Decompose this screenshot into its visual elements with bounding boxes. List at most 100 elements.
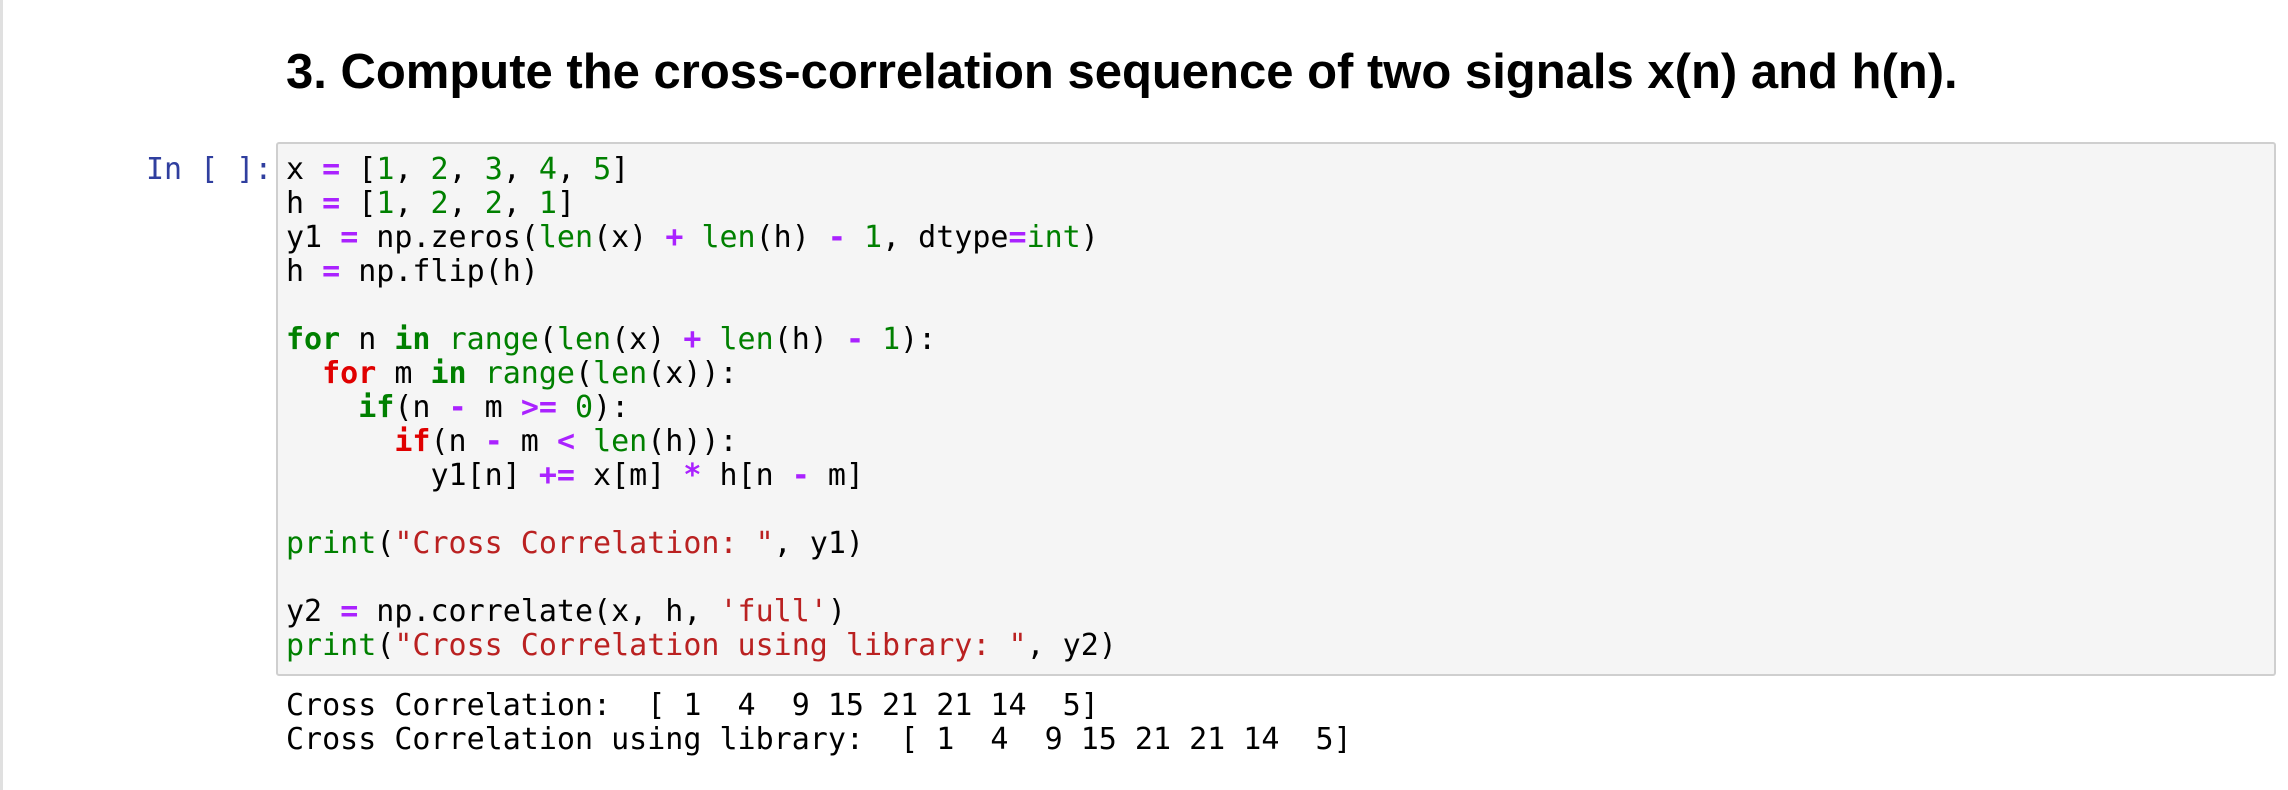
code-token: -: [448, 390, 467, 425]
code-token: =: [322, 186, 341, 221]
code-token: , y2): [1026, 628, 1117, 663]
code-token: , y1): [773, 526, 864, 561]
code-token: (h)):: [647, 424, 738, 459]
code-token: ): [827, 594, 846, 629]
code-line: for m in range(len(x)):: [286, 357, 1117, 391]
code-token: ):: [593, 390, 630, 425]
output-line: Cross Correlation using library: [ 1 4 9…: [286, 722, 1352, 757]
code-token: 3: [484, 152, 503, 187]
code-token: len: [556, 322, 612, 357]
code-token: (n: [394, 390, 449, 425]
code-token: =: [1008, 220, 1027, 255]
code-token: in: [430, 356, 467, 391]
code-token: np.correlate(x, h,: [358, 594, 720, 629]
code-token: 1: [376, 186, 395, 221]
code-line: [286, 493, 1117, 527]
code-token: (h): [755, 220, 828, 255]
code-token: ,: [502, 186, 539, 221]
code-token: (n: [430, 424, 485, 459]
code-token: (x): [611, 322, 684, 357]
code-token: [864, 322, 882, 357]
code-token: [557, 390, 575, 425]
code-token: if: [358, 390, 395, 425]
code-token: =: [340, 594, 359, 629]
code-token: len: [719, 322, 774, 357]
code-token: [467, 356, 485, 391]
code-token: x[m]: [575, 458, 684, 493]
code-token: len: [701, 220, 756, 255]
code-token: +: [683, 322, 702, 357]
code-line: [286, 289, 1117, 323]
code-token: ,: [448, 186, 485, 221]
code-token: >=: [520, 390, 557, 425]
code-token: =: [340, 220, 359, 255]
code-token: (x)):: [647, 356, 738, 391]
code-token: -: [791, 458, 810, 493]
code-token: np.zeros(: [358, 220, 539, 255]
code-token: <: [556, 424, 575, 459]
code-line: y2 = np.correlate(x, h, 'full'): [286, 595, 1117, 629]
code-token: -: [827, 220, 846, 255]
code-token: [701, 322, 719, 357]
code-line: h = np.flip(h): [286, 255, 1117, 289]
code-token: [: [340, 152, 377, 187]
code-token: h: [286, 186, 323, 221]
code-token: [: [340, 186, 377, 221]
code-token: int: [1026, 220, 1081, 255]
code-token: +=: [538, 458, 575, 493]
code-token: ,: [394, 186, 431, 221]
code-token: m: [502, 424, 557, 459]
code-token: range: [484, 356, 575, 391]
code-token: m]: [809, 458, 864, 493]
output-line: Cross Correlation: [ 1 4 9 15 21 21 14 5…: [286, 688, 1099, 723]
code-token: *: [683, 458, 702, 493]
code-line: h = [1, 2, 2, 1]: [286, 187, 1117, 221]
code-token: y1[n]: [286, 458, 539, 493]
code-line: print("Cross Correlation: ", y1): [286, 527, 1117, 561]
code-cell-editor[interactable]: [276, 142, 2276, 676]
code-token: np.flip(h): [340, 254, 539, 289]
code-token: 'full': [719, 594, 828, 629]
code-token: ,: [448, 152, 485, 187]
code-token: 1: [882, 322, 901, 357]
code-token: =: [322, 152, 341, 187]
code-token: h: [286, 254, 323, 289]
code-line: print("Cross Correlation using library: …: [286, 629, 1117, 663]
code-token: 0: [575, 390, 594, 425]
code-line: y1[n] += x[m] * h[n - m]: [286, 459, 1117, 493]
code-token: h[n: [701, 458, 792, 493]
code-token: range: [448, 322, 539, 357]
code-line: for n in range(len(x) + len(h) - 1):: [286, 323, 1117, 357]
code-token: (: [538, 322, 557, 357]
code-token: ): [1080, 220, 1099, 255]
code-token: 2: [430, 152, 449, 187]
code-token: m: [376, 356, 431, 391]
code-token: len: [593, 424, 648, 459]
code-token: (: [575, 356, 594, 391]
code-token: 5: [593, 152, 612, 187]
code-token: (: [376, 628, 395, 663]
cell-output: Cross Correlation: [ 1 4 9 15 21 21 14 5…: [286, 689, 1352, 757]
code-token: for: [286, 322, 341, 357]
code-line: if(n - m >= 0):: [286, 391, 1117, 425]
code-token: 2: [484, 186, 503, 221]
code-token: (x): [593, 220, 666, 255]
code-token: -: [484, 424, 503, 459]
code-token: 2: [430, 186, 449, 221]
code-text[interactable]: x = [1, 2, 3, 4, 5] h = [1, 2, 2, 1] y1 = …: [286, 153, 1117, 663]
code-line: x = [1, 2, 3, 4, 5]: [286, 153, 1117, 187]
code-token: +: [665, 220, 684, 255]
code-token: -: [845, 322, 864, 357]
code-token: ]: [556, 186, 575, 221]
code-token: len: [538, 220, 594, 255]
code-token: [286, 356, 322, 391]
code-token: [683, 220, 701, 255]
code-token: print: [286, 628, 377, 663]
code-token: ,: [502, 152, 539, 187]
code-token: print: [286, 526, 377, 561]
code-token: [846, 220, 864, 255]
code-token: (: [376, 526, 395, 561]
code-token: y1: [286, 220, 341, 255]
code-token: len: [593, 356, 648, 391]
code-token: , dtype: [882, 220, 1009, 255]
